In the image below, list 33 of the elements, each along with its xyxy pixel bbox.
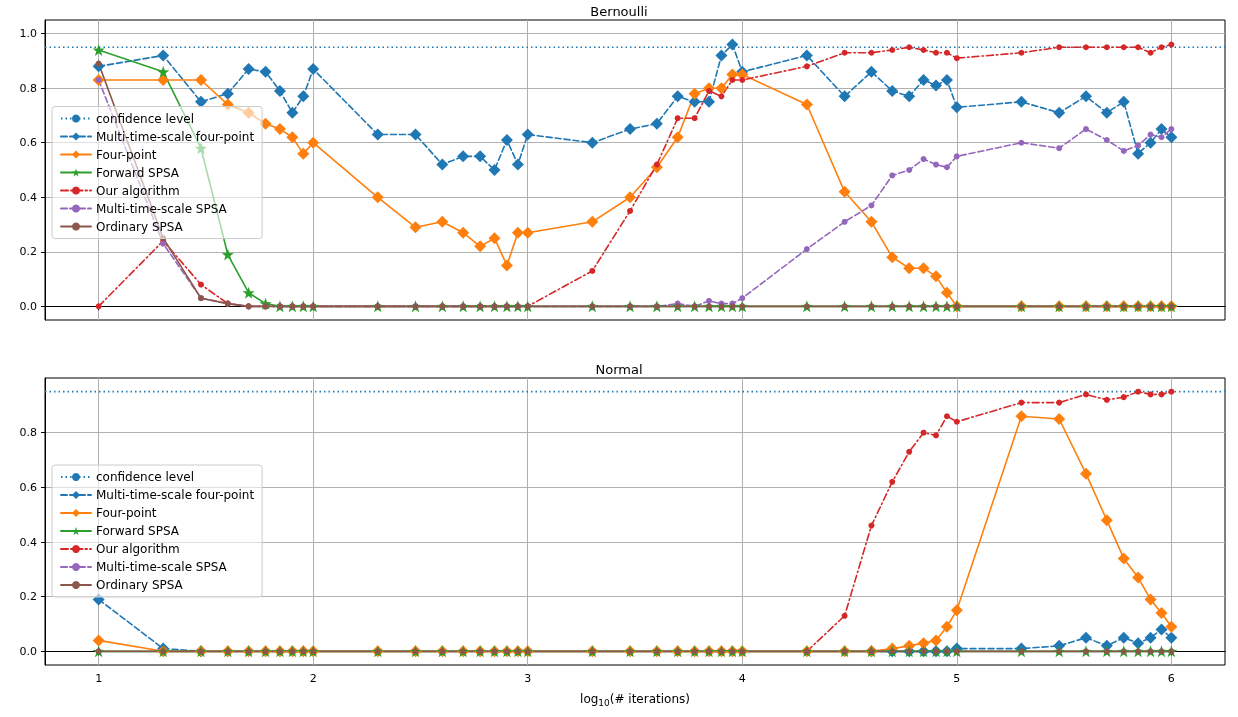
legend-label: Ordinary SPSA [96,219,184,234]
legend-label: Our algorithm [96,183,180,198]
y-tick-label: 0.8 [19,81,37,95]
y-tick-label: 0.2 [19,245,37,259]
legend-label: Forward SPSA [96,524,180,538]
legend-label: Four-point [96,147,157,162]
y-tick-label: 0.4 [19,190,37,204]
y-tick-label: 0.2 [19,590,37,604]
legend-label: Multi-time-scale SPSA [96,201,228,216]
chart-title: Bernoulli [590,4,648,19]
y-tick-label: 1.0 [19,27,37,41]
legend-label: Multi-time-scale four-point [96,129,255,144]
legend-label: Our algorithm [96,542,180,556]
x-tick-label: 5 [953,672,961,685]
x-tick-label: 2 [309,672,317,685]
legend-label: Multi-time-scale SPSA [96,560,228,574]
legend-label: Multi-time-scale four-point [96,488,255,502]
x-tick-label: 3 [524,672,532,685]
x-tick-label: 4 [738,672,746,685]
legend-label: Forward SPSA [96,165,180,180]
legend-label: confidence level [96,111,195,126]
chart-title: Normal [595,362,643,377]
y-tick-label: 0.0 [19,299,37,313]
y-tick-label: 0.8 [19,426,37,440]
y-tick-label: 0.4 [19,535,37,549]
y-tick-label: 0.6 [19,480,37,494]
y-tick-label: 0.6 [19,136,37,150]
y-tick-label: 0.0 [19,644,37,658]
legend-label: confidence level [96,470,195,484]
legend-label: Ordinary SPSA [96,578,184,592]
legend-label: Four-point [96,506,157,520]
x-tick-label: 1 [95,672,103,685]
x-tick-label: 6 [1167,672,1175,685]
